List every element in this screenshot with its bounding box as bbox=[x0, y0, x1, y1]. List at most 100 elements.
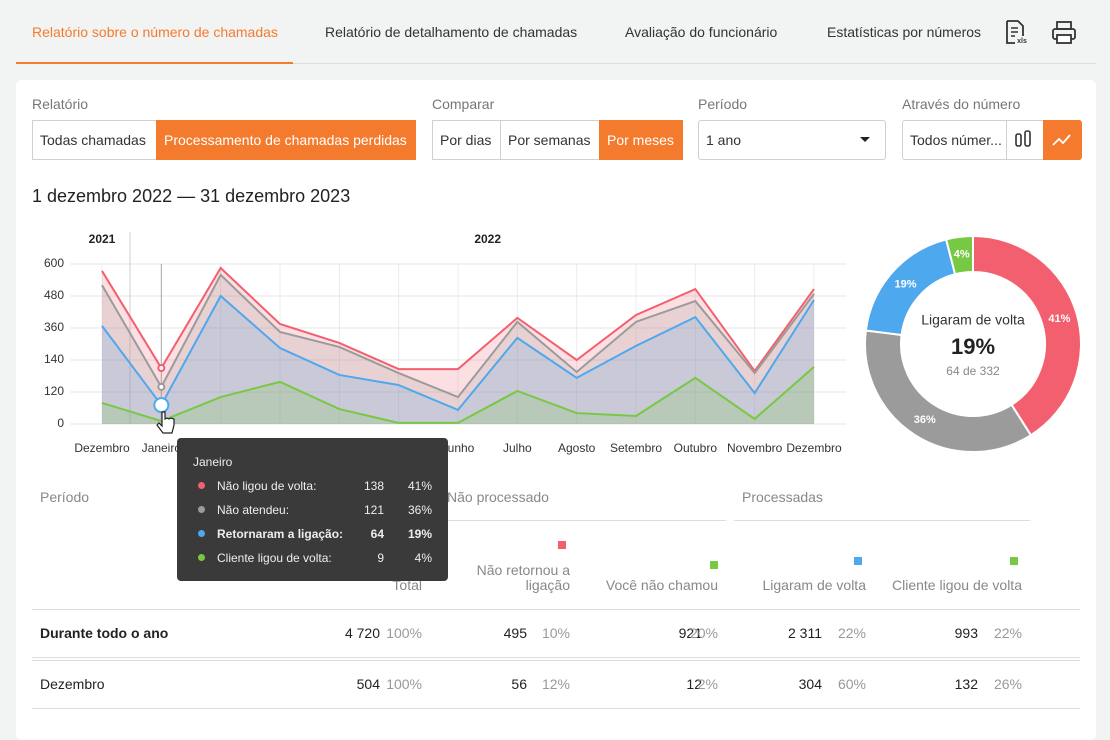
tooltip-dot bbox=[198, 554, 205, 561]
cell-number: 132 bbox=[954, 676, 978, 692]
donut-center-note: 64 de 332 bbox=[946, 364, 1000, 378]
date-range: 1 dezembro 2022 — 31 dezembro 2023 bbox=[32, 186, 351, 206]
filter-label: Comparar bbox=[432, 96, 495, 112]
x-tick-label: Agosto bbox=[558, 441, 596, 455]
donut-center-value: 19% bbox=[951, 334, 995, 359]
column-header: Cliente ligou de volta bbox=[892, 577, 1022, 593]
tab[interactable]: Relatório de detalhamento de chamadas bbox=[325, 24, 578, 40]
column-header: Não retornou a ligação bbox=[476, 562, 570, 593]
filter-label: Através do número bbox=[902, 96, 1021, 112]
svg-text:xls: xls bbox=[1017, 38, 1027, 45]
tab[interactable]: Relatório sobre o número de chamadas bbox=[32, 24, 278, 40]
cell-number: 12 bbox=[686, 676, 702, 692]
tooltip-name: Cliente ligou de volta: bbox=[217, 551, 332, 565]
hover-point bbox=[157, 364, 166, 372]
area bbox=[102, 366, 814, 424]
hover-point bbox=[157, 382, 166, 391]
cell-percent: 26% bbox=[993, 676, 1022, 692]
x-tick-label: Outubro bbox=[674, 441, 718, 455]
column-header: Você não chamou bbox=[605, 577, 718, 593]
y-tick-label: 360 bbox=[44, 320, 64, 334]
tab[interactable]: Estatísticas por números bbox=[827, 24, 982, 40]
filter-option[interactable]: Todas chamadas bbox=[32, 120, 158, 160]
column-swatch bbox=[1010, 557, 1018, 565]
cell-number: 504 bbox=[356, 676, 380, 692]
donut-segment bbox=[944, 234, 974, 276]
cell-number: 495 bbox=[503, 625, 527, 641]
cell-percent: 60% bbox=[837, 676, 866, 692]
column-header: Total bbox=[392, 577, 422, 593]
group-header: Processadas bbox=[742, 489, 823, 505]
page: Relatório sobre o número de chamadas {"t… bbox=[16, 19, 1096, 740]
row-rule bbox=[32, 708, 1080, 709]
group-header: Não processado bbox=[447, 489, 549, 505]
dropdown-arrow bbox=[860, 137, 870, 142]
cell-percent: 100% bbox=[386, 676, 422, 692]
cell-percent: 22% bbox=[993, 625, 1022, 641]
tooltip-percent: 4% bbox=[414, 551, 432, 565]
cell-percent: 12% bbox=[541, 676, 570, 692]
filter-option[interactable]: Por meses bbox=[599, 120, 683, 160]
cell-percent: 2% bbox=[697, 676, 718, 692]
x-tick-label: Junho bbox=[442, 441, 475, 455]
area bbox=[102, 296, 814, 424]
line bbox=[101, 266, 815, 373]
cell-number: 56 bbox=[511, 676, 527, 692]
row-rule bbox=[32, 609, 1080, 610]
hand-cursor bbox=[156, 411, 175, 434]
y-tick-label: 140 bbox=[44, 352, 64, 366]
xls-icon[interactable]: xls bbox=[1002, 19, 1030, 47]
y-tick-label: 0 bbox=[57, 416, 64, 430]
row-rule bbox=[32, 660, 1080, 661]
year-label: 2022 bbox=[474, 232, 501, 246]
area bbox=[102, 268, 814, 424]
period-select[interactable]: 1 ano bbox=[698, 120, 886, 160]
tab[interactable]: Avaliação do funcionário bbox=[625, 24, 778, 40]
donut-segment bbox=[864, 329, 1033, 453]
donut-label: 19% bbox=[894, 278, 916, 290]
filter-label: Relatório bbox=[32, 96, 89, 112]
donut-segment bbox=[972, 234, 1082, 437]
print-icon[interactable] bbox=[1050, 19, 1078, 47]
line-view-button[interactable] bbox=[1043, 120, 1082, 160]
tooltip-dot bbox=[198, 530, 205, 537]
tooltip-title: Janeiro bbox=[193, 455, 233, 469]
tooltip-value: 64 bbox=[370, 527, 384, 541]
tab-border bbox=[16, 63, 1096, 64]
cell-percent: 100% bbox=[386, 625, 422, 641]
group-rule bbox=[432, 520, 726, 521]
tooltip-value: 138 bbox=[363, 479, 384, 493]
tooltip-percent: 19% bbox=[407, 527, 432, 541]
cell-number: 2 311 bbox=[788, 625, 822, 641]
row-rule bbox=[32, 657, 1080, 658]
bar-icon bbox=[1015, 130, 1031, 147]
line bbox=[101, 366, 815, 424]
column-swatch bbox=[710, 561, 718, 569]
line-icon bbox=[1052, 134, 1071, 146]
cell-number: 921 bbox=[678, 625, 702, 641]
donut-center-title: Ligaram de volta bbox=[921, 312, 1025, 328]
tooltip-name: Não ligou de volta: bbox=[217, 479, 317, 493]
cell-number: 304 bbox=[798, 676, 822, 692]
tooltip-percent: 41% bbox=[407, 479, 432, 493]
line bbox=[101, 273, 815, 399]
area bbox=[102, 274, 814, 424]
tooltip-dot bbox=[198, 482, 205, 489]
cell-percent: 10% bbox=[541, 625, 570, 641]
number-select[interactable]: Todos númer... bbox=[902, 120, 1008, 160]
cell-percent: 20% bbox=[689, 625, 718, 641]
x-tick-label: Julho bbox=[503, 441, 532, 455]
x-tick-label: Janeiro bbox=[142, 441, 182, 455]
tooltip-value: 9 bbox=[377, 551, 384, 565]
y-tick-label: 480 bbox=[44, 288, 64, 302]
cell-number: 4 720 bbox=[344, 625, 380, 641]
x-tick-label: Novembro bbox=[727, 441, 783, 455]
chart: DezembroJaneiroFevereiroMarçoAbrilMaioJu… bbox=[44, 232, 1082, 455]
tooltip-name: Retornaram a ligação: bbox=[217, 527, 344, 541]
filter-option[interactable]: Processamento de chamadas perdidas bbox=[156, 120, 416, 160]
column-header: Ligaram de volta bbox=[762, 577, 866, 593]
tooltip-dot bbox=[198, 506, 205, 513]
table-header: Período bbox=[40, 489, 90, 505]
row-label: Durante todo o ano bbox=[40, 625, 169, 641]
tooltip-value: 121 bbox=[363, 503, 384, 517]
